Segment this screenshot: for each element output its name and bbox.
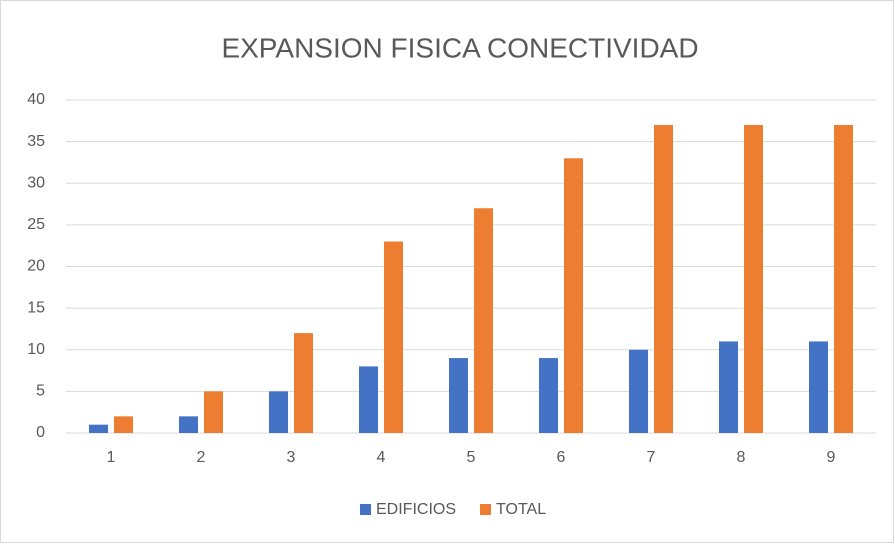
bar xyxy=(654,124,673,433)
bar xyxy=(179,416,198,433)
x-tick-label: 7 xyxy=(647,449,656,466)
x-tick-label: 4 xyxy=(377,449,386,466)
x-tick-label: 2 xyxy=(197,449,206,466)
bar xyxy=(539,358,558,433)
bar xyxy=(449,358,468,433)
bar xyxy=(294,333,313,433)
y-tick-label: 5 xyxy=(36,383,45,400)
x-tick-label: 8 xyxy=(737,449,746,466)
y-tick-label: 20 xyxy=(27,258,45,275)
bar xyxy=(114,416,133,433)
y-tick-label: 25 xyxy=(27,216,45,233)
y-tick-label: 40 xyxy=(27,91,45,108)
y-tick-label: 30 xyxy=(27,174,45,191)
x-tick-label: 1 xyxy=(107,449,116,466)
bar xyxy=(384,241,403,433)
y-tick-label: 15 xyxy=(27,299,45,316)
bar xyxy=(89,424,108,433)
bar xyxy=(359,366,378,433)
x-tick-label: 3 xyxy=(287,449,296,466)
y-tick-label: 35 xyxy=(27,133,45,150)
bar xyxy=(809,341,828,433)
bar xyxy=(834,124,853,433)
legend-swatch xyxy=(360,504,371,515)
legend-swatch xyxy=(480,504,492,515)
x-tick-label: 9 xyxy=(827,449,836,466)
bar xyxy=(719,341,738,433)
bar xyxy=(474,208,493,433)
legend-label: EDIFICIOS xyxy=(376,501,456,518)
legend-label: TOTAL xyxy=(496,501,546,518)
x-tick-label: 6 xyxy=(557,449,566,466)
y-tick-label: 0 xyxy=(36,424,45,441)
bar xyxy=(744,124,763,433)
y-tick-label: 10 xyxy=(27,341,45,358)
bar xyxy=(629,349,648,433)
bar xyxy=(269,391,288,433)
x-tick-label: 5 xyxy=(467,449,476,466)
bar xyxy=(564,158,583,433)
chart-title: EXPANSION FISICA CONECTIVIDAD xyxy=(221,32,698,63)
bar xyxy=(204,391,223,433)
